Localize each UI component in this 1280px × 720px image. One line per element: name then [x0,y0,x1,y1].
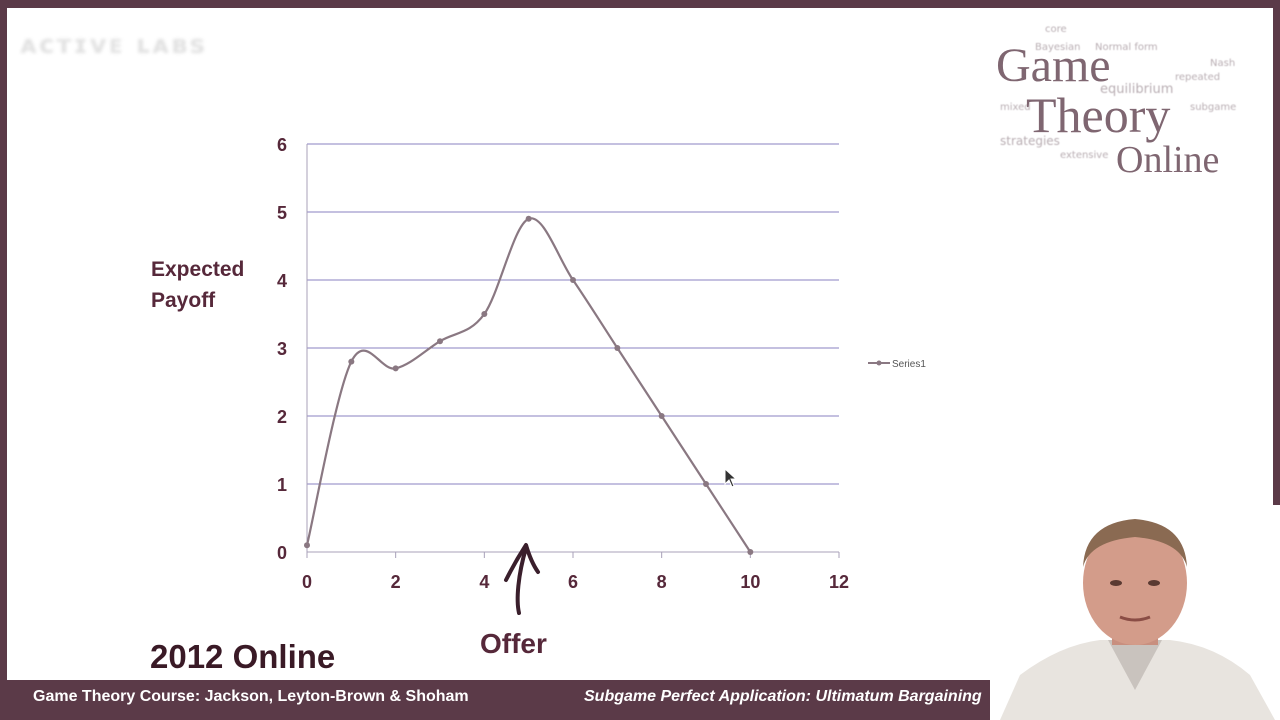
data-point [525,215,532,222]
cloud-word: mixed [1000,102,1031,113]
x-tick-label: 8 [657,572,667,592]
data-point [703,481,709,487]
course-credit: Game Theory Course: Jackson, Leyton-Brow… [33,688,469,705]
left-border [0,0,7,720]
x-tick-label: 0 [302,572,312,592]
data-point [658,413,665,419]
lecture-title: Subgame Perfect Application: Ultimatum B… [584,688,982,705]
data-point [437,338,443,345]
legend-label: Series1 [892,359,926,370]
data-point [570,277,576,283]
cloud-word: repeated [1175,72,1221,83]
logo-word-online: Online [1116,139,1220,181]
x-tick-label: 12 [829,572,849,592]
offer-arrowhead-icon [504,543,540,582]
data-point [747,549,754,555]
cloud-word: Bayesian [1035,42,1081,53]
right-border [1273,0,1280,720]
cloud-word: Nash [1210,58,1236,69]
x-tick-label: 6 [568,572,578,592]
cloud-word: strategies [1000,134,1060,148]
corner-logo: ᴀᴄᴛɪᴠᴇ ʟᴀʙꜱ [20,30,208,60]
y-tick-label: 5 [277,203,287,223]
x-tick-label: 10 [740,572,760,592]
cloud-word: subgame [1190,102,1237,113]
mouse-cursor-icon [724,467,738,493]
data-point [304,542,310,549]
x-tick-label: 4 [479,572,489,592]
y-tick-label: 1 [277,475,287,495]
y-tick-label: 4 [277,271,287,291]
y-tick-label: 6 [277,135,287,155]
logo-word-theory: Theory [1026,87,1171,143]
logo-word-game: Game [996,39,1111,92]
x-tick-label: 2 [391,572,401,592]
cloud-word: core [1045,24,1067,35]
data-point [392,365,399,372]
cloud-word: Normal form [1095,42,1158,53]
presenter-video [990,505,1280,720]
data-point [348,358,355,365]
top-border [0,0,1280,8]
game-theory-online-logo: Nash Bayesian Normal form equilibrium st… [990,20,1260,185]
y-tick-label: 2 [277,407,287,427]
year-label: 2012 Online [150,638,336,675]
offer-label: Offer [480,628,547,659]
cloud-word: equilibrium [1100,82,1174,97]
y-axis-label: Expected Payoff [151,258,245,312]
data-point [614,345,621,351]
y-tick-label: 3 [277,339,287,359]
cloud-word: extensive [1060,150,1109,161]
legend-marker [876,360,882,366]
offer-arrow-icon [515,546,528,615]
series-line [305,217,752,553]
data-point [481,311,488,317]
y-tick-label: 0 [277,543,287,563]
